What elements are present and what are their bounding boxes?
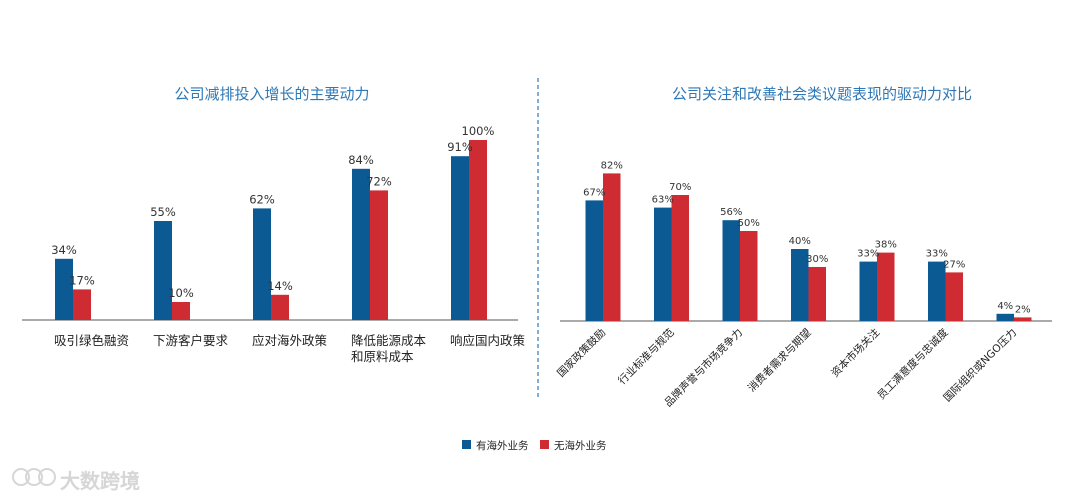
right-chart: 公司关注和改善社会类议题表现的驱动力对比 67% 82% 63% 70% 56%50% 4… bbox=[554, 85, 1052, 409]
left-chart: 公司减排投入增长的主要动力 34% 17% 55% 10% 62% 14% 84% 72% 91… bbox=[22, 85, 526, 364]
value-label: 2% bbox=[1015, 304, 1031, 315]
right-chart-bars bbox=[585, 173, 1032, 321]
bar-overseas bbox=[585, 200, 603, 321]
category-label: 国家政策鼓励 bbox=[554, 326, 608, 380]
value-label: 33% bbox=[926, 249, 948, 260]
bar-domestic bbox=[271, 294, 289, 320]
bar-domestic bbox=[603, 173, 621, 321]
left-chart-category-labels: 吸引绿色融资 下游客户要求 应对海外政策 降低能源成本和原料成本 响应国内政策 bbox=[54, 333, 526, 364]
value-label: 40% bbox=[789, 236, 811, 247]
bar-domestic bbox=[370, 190, 388, 320]
legend-swatch-domestic bbox=[540, 440, 549, 449]
category-label: 消费者需求与期望 bbox=[745, 326, 814, 395]
bar-domestic bbox=[172, 302, 190, 320]
value-label: 56% bbox=[720, 207, 742, 218]
value-label: 63% bbox=[652, 195, 674, 206]
bar-overseas bbox=[722, 220, 740, 321]
right-chart-title: 公司关注和改善社会类议题表现的驱动力对比 bbox=[672, 85, 972, 103]
legend-swatch-overseas bbox=[462, 440, 471, 449]
bar-overseas bbox=[253, 208, 271, 320]
left-chart-value-labels: 34% 17% 55% 10% 62% 14% 84% 72% 91% 100% bbox=[51, 124, 494, 300]
value-label: 17% bbox=[69, 273, 95, 287]
bar-overseas bbox=[154, 221, 172, 320]
value-label: 91% bbox=[447, 140, 473, 154]
value-label: 4% bbox=[997, 301, 1013, 312]
value-label: 70% bbox=[669, 182, 691, 193]
category-label: 下游客户要求 bbox=[153, 333, 229, 348]
bar-domestic bbox=[945, 272, 963, 321]
right-chart-value-labels: 67%82%63%70%56%50%40%30% 33%38%33%27%4% 2% bbox=[583, 160, 1031, 315]
bar-overseas bbox=[859, 261, 877, 321]
category-label: 品牌声誉与市场竞争力 bbox=[662, 326, 745, 409]
bar-domestic bbox=[1014, 317, 1032, 321]
value-label: 72% bbox=[366, 174, 392, 188]
bar-overseas bbox=[928, 261, 946, 321]
category-label: 吸引绿色融资 bbox=[54, 333, 129, 348]
bar-overseas bbox=[654, 207, 672, 321]
bar-overseas bbox=[55, 258, 73, 320]
value-label: 38% bbox=[875, 240, 897, 251]
category-label: 行业标准与规范 bbox=[615, 326, 677, 388]
category-label: 降低能源成本和原料成本 bbox=[351, 333, 427, 364]
value-label: 82% bbox=[601, 160, 623, 171]
bar-domestic bbox=[740, 231, 758, 321]
bar-domestic bbox=[671, 195, 689, 321]
value-label: 33% bbox=[857, 249, 879, 260]
bar-domestic bbox=[808, 267, 826, 321]
value-label: 10% bbox=[168, 286, 194, 300]
category-label: 国际组织或NGO压力 bbox=[941, 326, 1019, 404]
value-label: 30% bbox=[806, 254, 828, 265]
bar-domestic bbox=[73, 289, 91, 320]
bar-domestic bbox=[877, 252, 895, 321]
value-label: 50% bbox=[738, 218, 760, 229]
left-chart-title: 公司减排投入增长的主要动力 bbox=[174, 85, 369, 103]
category-label: 资本市场关注 bbox=[828, 326, 882, 380]
bar-domestic bbox=[469, 140, 487, 320]
legend-label-overseas: 有海外业务 bbox=[476, 439, 529, 452]
bar-overseas bbox=[451, 156, 469, 320]
category-label: 员工满意度与忠诚度 bbox=[875, 326, 951, 402]
value-label: 14% bbox=[267, 279, 293, 293]
value-label: 62% bbox=[249, 192, 275, 206]
value-label: 27% bbox=[943, 259, 965, 270]
value-label: 34% bbox=[51, 243, 77, 257]
watermark: 大数跨境 bbox=[12, 468, 140, 493]
value-label: 67% bbox=[583, 187, 605, 198]
category-label: 响应国内政策 bbox=[450, 333, 526, 348]
value-label: 100% bbox=[462, 124, 495, 138]
bar-overseas bbox=[791, 249, 809, 321]
legend-label-domestic: 无海外业务 bbox=[554, 439, 607, 452]
legend: 有海外业务 无海外业务 bbox=[462, 439, 607, 452]
category-label: 应对海外政策 bbox=[252, 333, 328, 348]
value-label: 84% bbox=[348, 153, 374, 167]
bar-overseas bbox=[352, 168, 370, 320]
watermark-text: 大数跨境 bbox=[60, 469, 140, 493]
left-chart-bars bbox=[55, 140, 487, 320]
watermark-logo-icon bbox=[12, 468, 56, 486]
value-label: 55% bbox=[150, 205, 176, 219]
bar-overseas bbox=[996, 313, 1014, 321]
